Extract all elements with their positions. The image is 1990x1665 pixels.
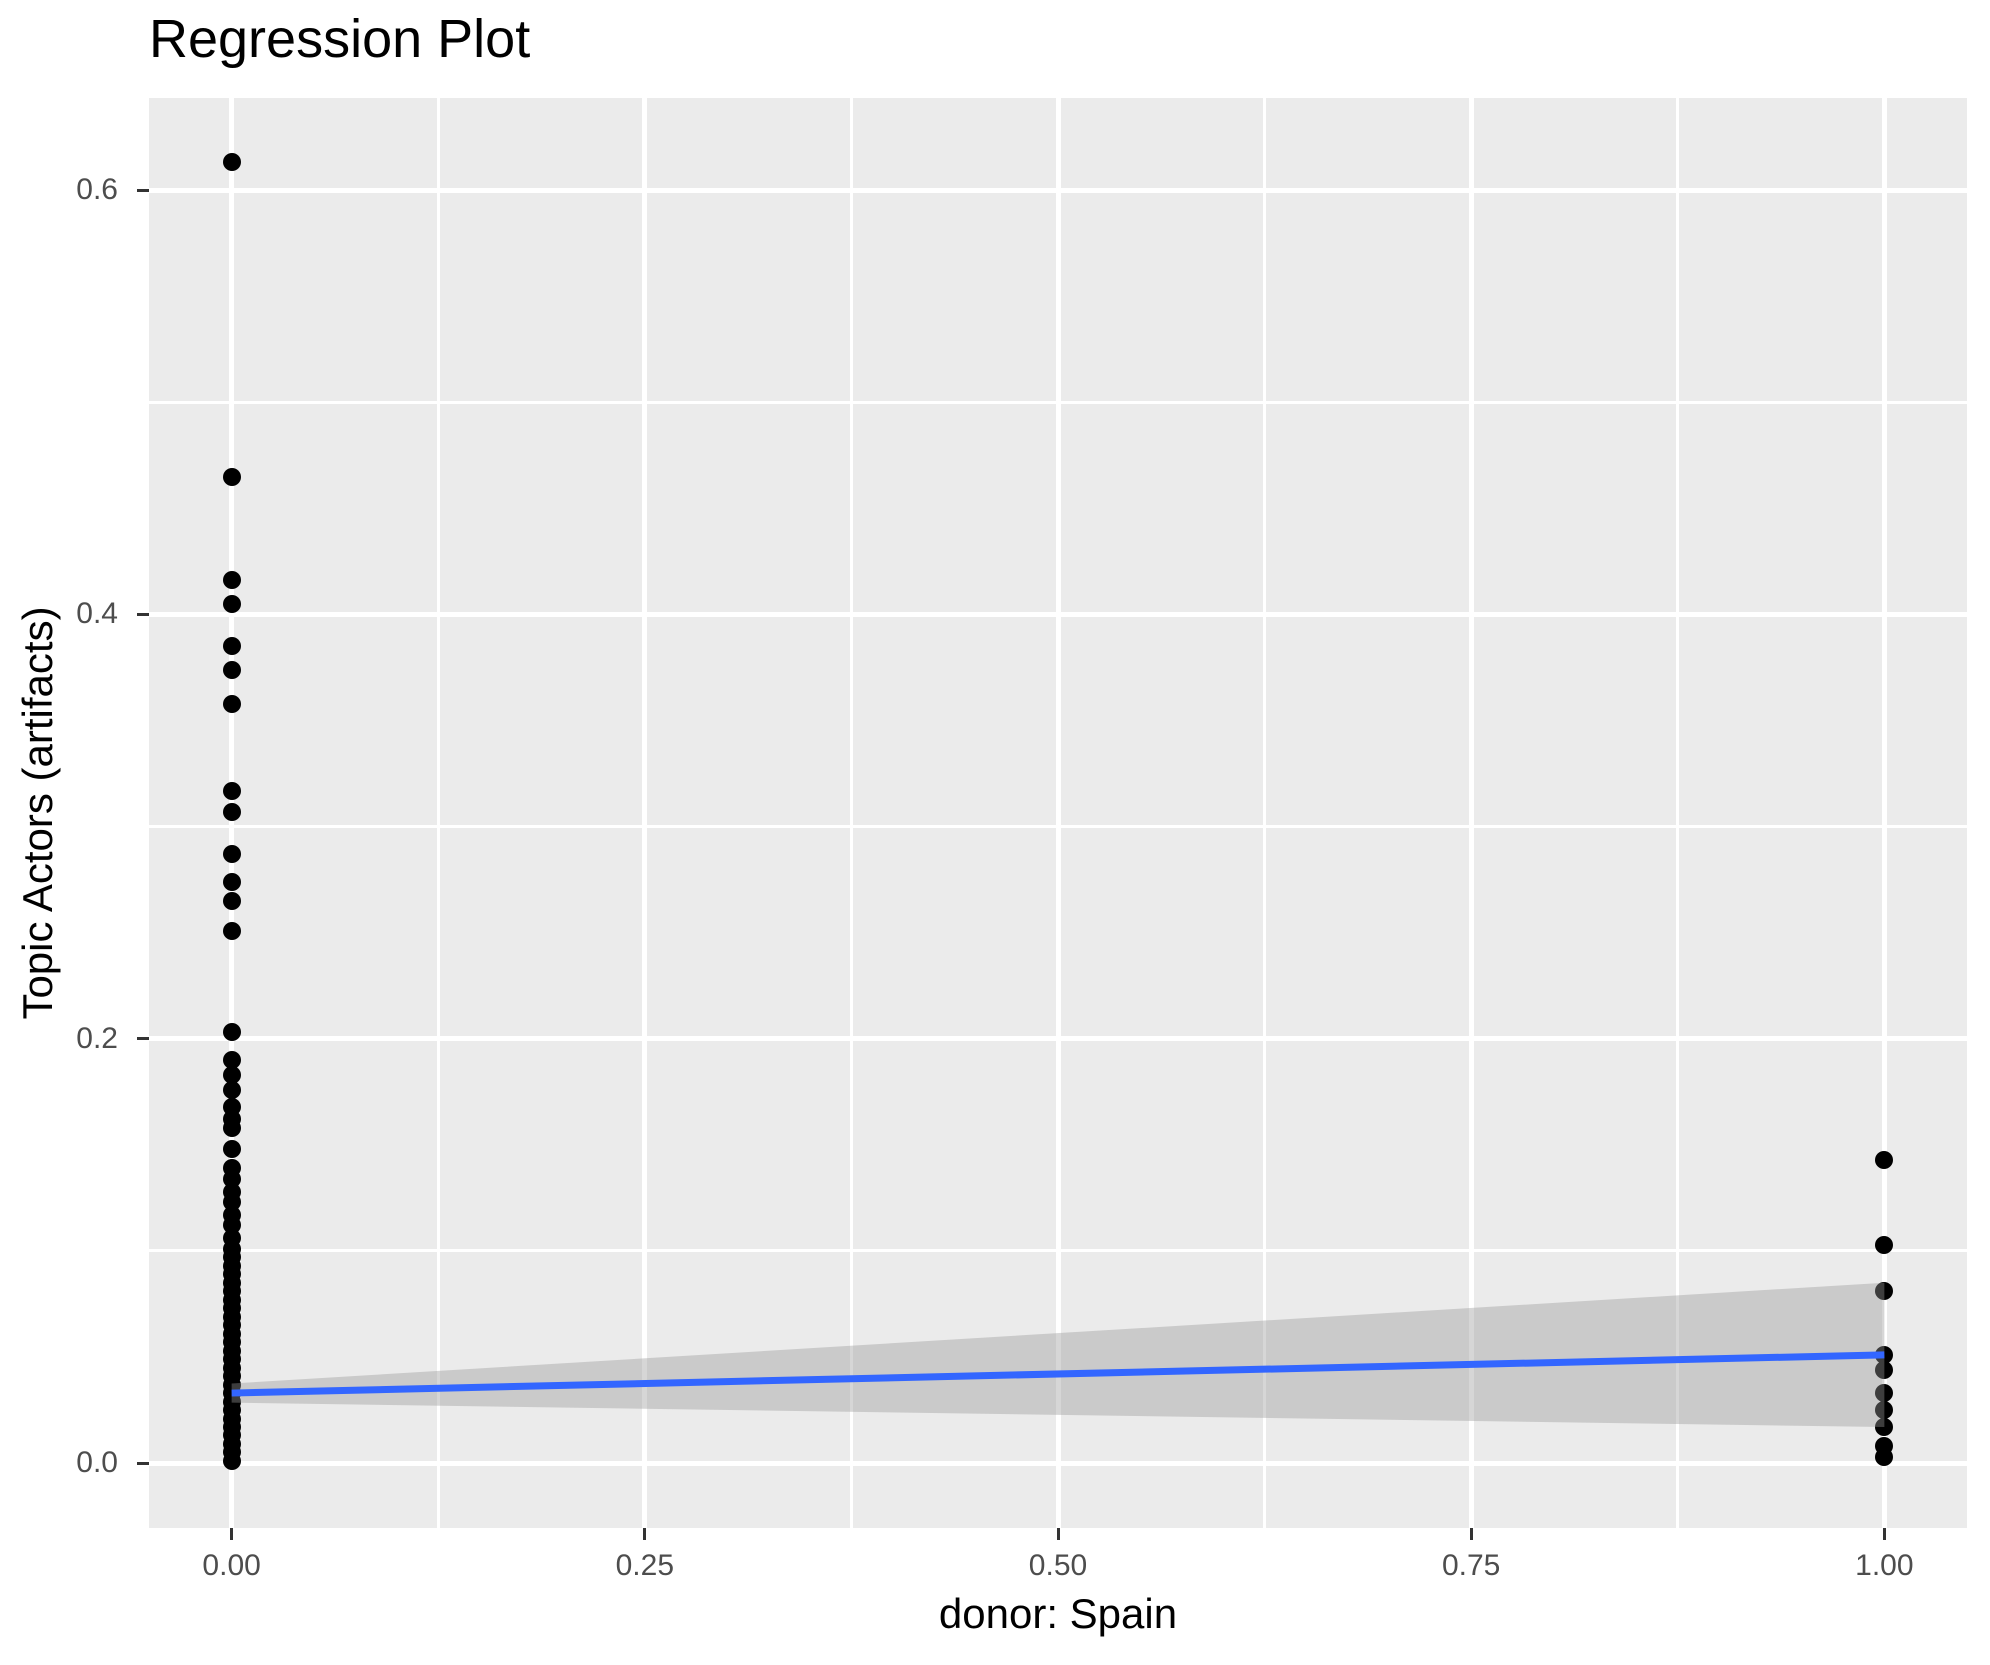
y-tick-label: 0.2 (76, 1021, 118, 1055)
plot-title: Regression Plot (149, 9, 531, 69)
x-gridline-major (642, 98, 648, 1528)
data-point (1875, 1282, 1894, 1301)
x-tick-label: 0.00 (202, 1549, 261, 1582)
data-point (222, 467, 241, 486)
x-tick-mark (1469, 1528, 1473, 1540)
data-point (222, 637, 241, 656)
data-point (222, 660, 241, 679)
data-point (1875, 1447, 1894, 1466)
data-point (1875, 1401, 1894, 1420)
x-gridline-minor (849, 98, 853, 1528)
x-gridline-minor (1263, 98, 1267, 1528)
data-point (222, 781, 241, 800)
data-point (1875, 1235, 1894, 1254)
y-tick-mark (137, 1461, 149, 1465)
data-point (222, 594, 241, 613)
data-point (1875, 1150, 1894, 1169)
x-gridline-major (1468, 98, 1474, 1528)
data-point (1875, 1360, 1894, 1379)
y-tick-mark (137, 188, 149, 192)
data-point (222, 1065, 241, 1084)
x-tick-label: 0.25 (615, 1549, 675, 1582)
data-point (222, 1023, 241, 1042)
y-axis-title: Topic Actors (artifacts) (14, 606, 61, 1020)
x-tick-mark (1056, 1528, 1060, 1540)
y-tick-label: 0.4 (76, 597, 118, 631)
x-gridline-minor (1676, 98, 1680, 1528)
x-tick-mark (643, 1528, 647, 1540)
data-point (222, 694, 241, 713)
data-point (222, 1050, 241, 1069)
data-point (222, 153, 241, 172)
data-point (222, 921, 241, 940)
data-point (222, 872, 241, 891)
y-tick-label: 0.6 (76, 173, 118, 207)
x-axis-title: donor: Spain (938, 1590, 1178, 1637)
x-tick-mark (230, 1528, 234, 1540)
plot-panel (149, 98, 1967, 1528)
x-gridline-major (1881, 98, 1887, 1528)
x-gridline-minor (436, 98, 440, 1528)
data-point (222, 1451, 241, 1470)
x-tick-mark (1882, 1528, 1886, 1540)
data-point (222, 571, 241, 590)
data-point (222, 1080, 241, 1099)
y-tick-label: 0.0 (76, 1446, 118, 1480)
y-tick-mark (137, 612, 149, 616)
x-tick-label: 1.00 (1855, 1549, 1914, 1582)
x-gridline-major (1055, 98, 1061, 1528)
x-tick-label: 0.75 (1441, 1549, 1501, 1582)
y-tick-mark (137, 1037, 149, 1041)
data-point (222, 891, 241, 910)
data-point (222, 845, 241, 864)
data-point (1875, 1384, 1894, 1403)
data-point (222, 802, 241, 821)
x-tick-label: 0.50 (1028, 1549, 1088, 1582)
data-point (1875, 1418, 1894, 1436)
data-point (222, 1140, 241, 1159)
data-point (222, 1118, 241, 1137)
